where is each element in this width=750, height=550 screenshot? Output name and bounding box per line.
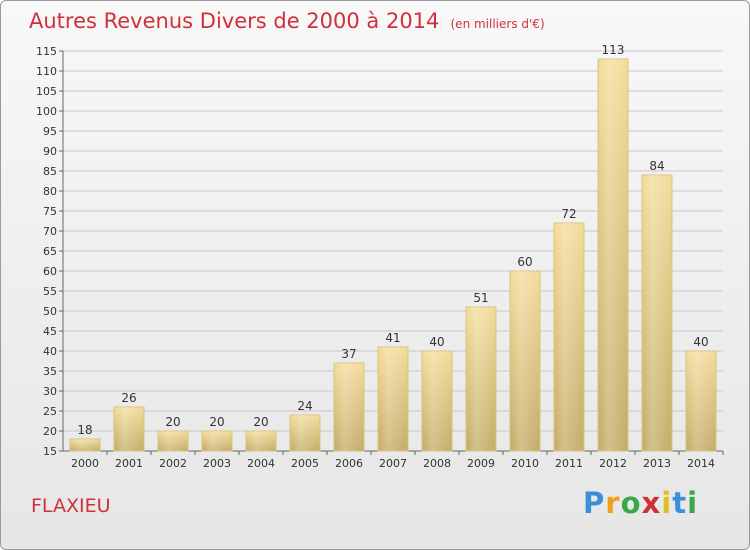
bar-highlight xyxy=(598,59,628,451)
logo-letter: x xyxy=(641,486,662,520)
y-tick-label: 45 xyxy=(43,325,57,338)
data-label: 60 xyxy=(517,255,532,269)
bar-highlight xyxy=(158,431,188,451)
logo-letter: P xyxy=(583,486,606,520)
data-label: 40 xyxy=(693,335,708,349)
chart-subtitle: (en milliers d'€) xyxy=(450,17,545,31)
bar-highlight xyxy=(466,307,496,451)
y-tick-label: 75 xyxy=(43,205,57,218)
data-label: 18 xyxy=(77,423,92,437)
proxiti-logo: Proxiti xyxy=(583,486,698,520)
bar-layer xyxy=(69,58,717,452)
data-label: 72 xyxy=(561,207,576,221)
x-tick-label: 2002 xyxy=(159,457,187,470)
data-label: 24 xyxy=(297,399,312,413)
y-tick-label: 50 xyxy=(43,305,57,318)
y-tick-label: 85 xyxy=(43,165,57,178)
x-tick-label: 2014 xyxy=(687,457,715,470)
data-label: 37 xyxy=(341,347,356,361)
bar-highlight xyxy=(202,431,232,451)
y-tick-label: 60 xyxy=(43,265,57,278)
y-tick-label: 35 xyxy=(43,365,57,378)
y-tick-label: 105 xyxy=(36,85,57,98)
x-tick-label: 2010 xyxy=(511,457,539,470)
y-tick-label: 15 xyxy=(43,445,57,458)
y-tick-label: 70 xyxy=(43,225,57,238)
data-label: 51 xyxy=(473,291,488,305)
y-tick-label: 110 xyxy=(36,65,57,78)
logo-letter: i xyxy=(661,486,673,520)
data-label: 20 xyxy=(209,415,224,429)
x-tick-label: 2013 xyxy=(643,457,671,470)
y-tick-label: 20 xyxy=(43,425,57,438)
y-tick-label: 80 xyxy=(43,185,57,198)
logo-letter: t xyxy=(672,486,688,520)
data-label: 41 xyxy=(385,331,400,345)
y-tick-label: 55 xyxy=(43,285,57,298)
y-tick-label: 65 xyxy=(43,245,57,258)
chart-title: Autres Revenus Divers de 2000 à 2014 xyxy=(29,9,440,33)
y-tick-label: 40 xyxy=(43,345,57,358)
chart-title-block: Autres Revenus Divers de 2000 à 2014 (en… xyxy=(29,9,545,33)
y-tick-label: 90 xyxy=(43,145,57,158)
x-tick-label: 2001 xyxy=(115,457,143,470)
bar-highlight xyxy=(554,223,584,451)
label-layer: 15 20 25 30 35 40 45 50 55 60 65 70 75 80 85 90 95 100 105… xyxy=(36,43,715,470)
x-tick-label: 2012 xyxy=(599,457,627,470)
bar-highlight xyxy=(642,175,672,451)
bar-highlight xyxy=(334,363,364,451)
x-tick-label: 2007 xyxy=(379,457,407,470)
data-label: 20 xyxy=(253,415,268,429)
data-label: 84 xyxy=(649,159,664,173)
x-tick-label: 2000 xyxy=(71,457,99,470)
x-tick-label: 2006 xyxy=(335,457,363,470)
x-tick-label: 2005 xyxy=(291,457,319,470)
x-tick-label: 2004 xyxy=(247,457,275,470)
bar-highlight xyxy=(686,351,716,451)
x-tick-label: 2003 xyxy=(203,457,231,470)
commune-name: FLAXIEU xyxy=(31,495,111,517)
bar-highlight xyxy=(246,431,276,451)
x-tick-label: 2008 xyxy=(423,457,451,470)
bar-highlight xyxy=(422,351,452,451)
y-tick-label: 30 xyxy=(43,385,57,398)
y-tick-label: 115 xyxy=(36,45,57,58)
data-label: 113 xyxy=(602,43,625,57)
bar-highlight xyxy=(290,415,320,451)
x-tick-label: 2011 xyxy=(555,457,583,470)
data-label: 26 xyxy=(121,391,136,405)
y-tick-label: 25 xyxy=(43,405,57,418)
bar-highlight xyxy=(510,271,540,451)
bar-highlight xyxy=(378,347,408,451)
data-label: 40 xyxy=(429,335,444,349)
logo-letter: r xyxy=(605,486,621,520)
y-tick-label: 95 xyxy=(43,125,57,138)
y-tick-label: 100 xyxy=(36,105,57,118)
data-label: 20 xyxy=(165,415,180,429)
x-tick-label: 2009 xyxy=(467,457,495,470)
bar-highlight xyxy=(114,407,144,451)
logo-letter: i xyxy=(687,486,699,520)
bar-highlight xyxy=(70,439,100,451)
logo-letter: o xyxy=(620,486,642,520)
